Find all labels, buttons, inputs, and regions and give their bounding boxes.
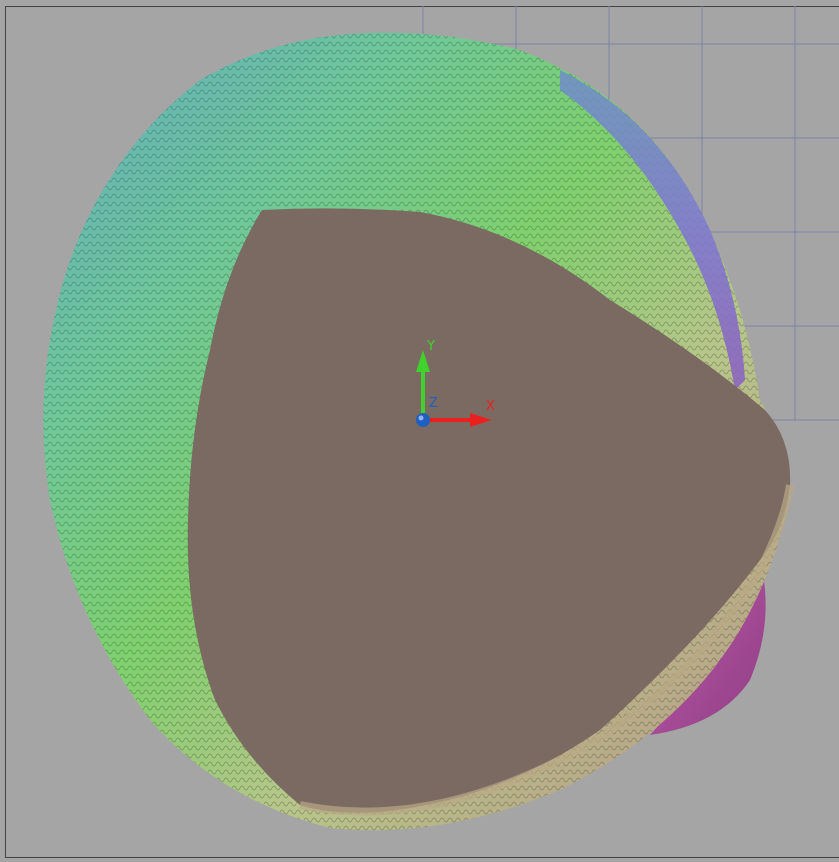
viewport-frame bbox=[5, 6, 839, 858]
ucs-icon bbox=[416, 350, 492, 427]
section-face bbox=[187, 208, 791, 813]
ucs-y-label: Y bbox=[426, 339, 435, 354]
shell-right-edge bbox=[560, 70, 745, 390]
ucs-x-label: X bbox=[486, 399, 495, 414]
shell-back-lobe bbox=[650, 560, 766, 735]
ucs-z-label: Z bbox=[429, 396, 438, 411]
